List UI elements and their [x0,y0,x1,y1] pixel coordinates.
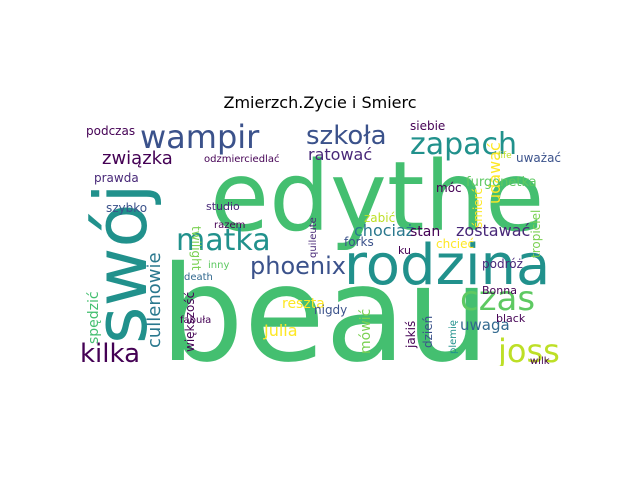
word: Julia [263,321,298,340]
word-cloud-canvas: beau edythe swój rodzina wampir matka sz… [80,118,561,366]
word: podróż [482,257,523,271]
word: spędzić [86,291,102,344]
word: chcieć [436,237,474,251]
word: razem [214,220,245,231]
word: swój [80,184,163,344]
word: udawać [485,142,504,204]
word: jakiś [404,321,418,349]
word: ku [398,244,411,257]
word: chociaż [354,221,414,240]
word-cloud: beau edythe swój rodzina wampir matka sz… [80,118,576,366]
word: tropiciel [529,210,543,258]
word: uwaga [460,316,510,334]
word: większość [183,292,197,352]
word: móc [436,181,462,195]
word: zapach [410,127,517,162]
word: szkoła [306,121,387,151]
word: nigdy [314,303,347,317]
word: związka [102,148,173,169]
word: zabić [364,211,395,225]
word: mówić [358,309,374,354]
word: siebie [410,119,445,133]
word: life [498,151,512,161]
word: odzmierciedlać [204,153,279,165]
word: stan [410,224,440,240]
word: fabuła [180,315,211,326]
word: podczas [86,124,135,138]
word: matka [176,223,271,258]
word: ratować [308,145,372,164]
word: rodzina [344,233,550,298]
chart-title: Zmierzch.Zycie i Smierc [223,93,417,112]
word: szybko [106,201,147,215]
word: beau [160,238,490,366]
word: furgonetka [466,175,537,190]
word: Bonna [482,284,517,297]
word: edythe [210,141,544,253]
word: twilight [189,226,203,271]
word: death [184,272,213,283]
word: black [496,312,526,325]
word: uważać [516,151,561,165]
word: czas [460,279,535,319]
word: studio [206,200,240,213]
word: wilk [530,356,550,366]
word: kilka [80,339,140,366]
word: śmierć [471,188,485,228]
word: prawda [94,171,139,185]
word: quileute [308,217,319,258]
word: phoenix [250,252,346,280]
word: joss [497,332,560,366]
word: dzień [421,316,435,348]
word: forks [344,235,374,249]
word: wampir [140,118,260,156]
word: reszta [282,296,325,312]
word: cullenowie [144,252,165,348]
word: inny [208,260,229,271]
word: plemię [448,320,459,354]
word: zostawać [456,221,530,240]
